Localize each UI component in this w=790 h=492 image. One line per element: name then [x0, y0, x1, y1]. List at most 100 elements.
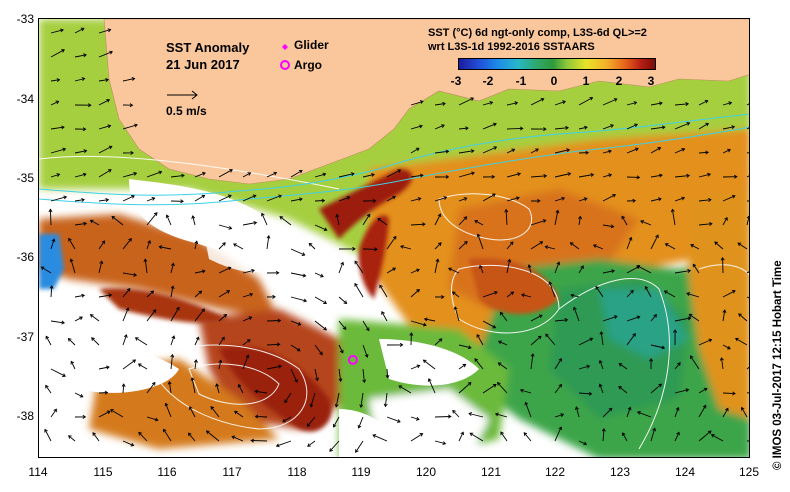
current-vector [746, 152, 749, 154]
current-vector-head [193, 359, 198, 363]
current-vector [618, 386, 628, 394]
current-vector [738, 313, 748, 322]
current-vector [290, 198, 303, 202]
current-vector-head [163, 428, 167, 433]
current-vector-head [354, 260, 358, 265]
current-vector [690, 355, 700, 370]
current-vector [737, 242, 748, 250]
current-vector [458, 150, 474, 154]
current-vector [428, 378, 436, 394]
current-vector [354, 283, 364, 298]
current-vector-head [524, 401, 529, 406]
current-vector [98, 392, 108, 394]
current-vector [146, 240, 151, 250]
current-vector [602, 174, 612, 178]
colorbar-tick: 1 [582, 74, 590, 88]
current-vector-head [62, 147, 67, 152]
current-vector-head [164, 402, 169, 407]
current-vector [410, 365, 420, 370]
current-vector-head [81, 197, 85, 202]
current-vector-head [221, 336, 225, 341]
current-vector-head [294, 379, 298, 383]
current-vector-head [372, 198, 377, 203]
current-vector [474, 220, 484, 226]
current-vector-head [686, 292, 691, 296]
current-vector [650, 344, 665, 349]
current-vector [595, 286, 604, 298]
current-vector [98, 294, 112, 298]
current-vector [482, 384, 497, 394]
current-vector [698, 405, 707, 418]
current-vector-head [583, 197, 588, 201]
current-vector [290, 320, 301, 326]
current-vector-head [276, 342, 281, 347]
current-vector-head [223, 314, 228, 318]
current-vector-head [266, 234, 271, 239]
lon-tick-label: 120 [415, 465, 437, 479]
current-vector-head [636, 264, 641, 269]
current-vector [626, 123, 638, 130]
current-vector-head [611, 269, 616, 274]
current-vector [525, 402, 532, 418]
current-vector [722, 217, 728, 226]
current-vector-head [234, 410, 238, 415]
current-vector [146, 197, 155, 202]
current-vector-head [562, 100, 566, 105]
current-vector-head [91, 337, 95, 341]
current-vector [523, 432, 532, 442]
current-vector [290, 272, 306, 277]
current-vector [674, 148, 685, 154]
current-vector-head [621, 215, 626, 220]
current-vector-head [308, 242, 313, 247]
current-vector [122, 440, 134, 447]
current-vector [674, 197, 685, 202]
current-vector [74, 392, 83, 398]
current-vector [338, 296, 347, 304]
current-vector-head [464, 241, 468, 245]
current-vector-head [126, 288, 131, 292]
current-vector [98, 366, 110, 370]
current-vector-head [105, 197, 110, 202]
current-vector-head [105, 77, 110, 82]
current-vector [469, 432, 484, 442]
current-vector [578, 174, 594, 178]
current-vector [482, 320, 496, 329]
current-vector [266, 235, 270, 250]
current-vector [665, 243, 676, 250]
lon-tick-label: 119 [351, 465, 371, 479]
argo-float-marker [347, 354, 358, 365]
current-vector-head [497, 362, 502, 366]
current-vector [122, 238, 132, 250]
current-vector-head [335, 213, 340, 218]
current-vector-head [585, 150, 590, 155]
current-vector-head [509, 241, 514, 246]
current-vector-head [45, 384, 49, 389]
current-vector-head [725, 407, 729, 412]
current-vector-head [49, 285, 54, 289]
current-vector [554, 197, 565, 202]
current-vector-head [339, 349, 344, 354]
current-vector-head [612, 193, 617, 198]
current-vector-head [636, 315, 641, 320]
current-vector-head [500, 311, 504, 316]
current-vector-head [131, 195, 135, 199]
current-vector [690, 244, 700, 250]
current-vector [146, 171, 162, 178]
current-vector-head [572, 306, 577, 311]
current-vector-head [710, 434, 715, 438]
current-vector [506, 241, 514, 250]
current-vector [578, 265, 584, 274]
colorbar-tick: -3 [450, 74, 462, 88]
current-vector [698, 339, 712, 346]
current-vector-head [321, 198, 326, 203]
current-vector-head [545, 333, 549, 338]
current-vector-head [677, 362, 681, 366]
current-vector [482, 291, 498, 298]
current-vector [122, 288, 131, 298]
current-vector-head [569, 242, 574, 246]
current-vector [338, 368, 342, 382]
current-vector-head [578, 215, 583, 220]
current-vector-head [108, 169, 112, 173]
current-vector [434, 416, 451, 418]
current-vector [68, 435, 76, 442]
